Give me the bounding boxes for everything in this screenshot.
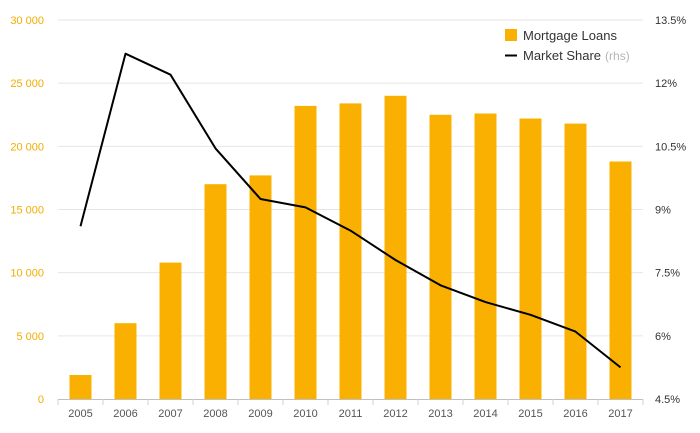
bar-2016: [564, 123, 587, 399]
y-right-tick-label-3: 9%: [655, 205, 671, 217]
x-tick-label-2005: 2005: [68, 408, 92, 420]
legend-label-market-share-name: Market Share: [523, 48, 601, 63]
x-tick-label-2013: 2013: [428, 408, 452, 420]
y-left-tick-label-5: 25 000: [10, 78, 44, 90]
x-tick-label-2008: 2008: [203, 408, 227, 420]
axes: 2005 2006 2007 2008 2009 2010 2011 2012 2013 2014…: [10, 15, 686, 420]
bar-2013: [429, 114, 452, 400]
bar-2015: [519, 118, 542, 399]
x-tick-label-2012: 2012: [383, 408, 407, 420]
bar-2017: [609, 161, 632, 399]
bar-2014: [474, 113, 497, 399]
legend-swatch-mortgage-loans: [505, 29, 517, 41]
y-left-tick-label-2: 10 000: [10, 268, 44, 280]
x-tick-label-2010: 2010: [293, 408, 317, 420]
legend-label-market-share-note: (rhs): [605, 49, 630, 63]
x-tick-label-2011: 2011: [339, 408, 363, 420]
y-left-tick-label-4: 20 000: [10, 141, 44, 153]
bar-2008: [204, 184, 227, 399]
y-right-tick-label-1: 6%: [655, 331, 671, 343]
y-right-tick-label-0: 4.5%: [655, 394, 680, 406]
x-tick-label-2007: 2007: [158, 408, 182, 420]
bar-2009: [249, 175, 272, 399]
bar-2007: [159, 262, 182, 399]
y-left-tick-label-1: 5 000: [16, 331, 44, 343]
market-share-line-group: [79, 52, 622, 369]
y-right-tick-label-4: 10.5%: [655, 141, 686, 153]
x-tick-label-2006: 2006: [113, 408, 137, 420]
mortgage-loans-bars: [69, 95, 632, 400]
legend-label-mortgage-loans: Mortgage Loans: [523, 28, 617, 43]
bar-2006: [114, 323, 137, 399]
x-tick-label-2016: 2016: [563, 408, 587, 420]
bar-2011: [339, 103, 362, 400]
x-tick-label-2009: 2009: [248, 408, 272, 420]
y-right-tick-label-6: 13.5%: [655, 15, 686, 27]
y-left-tick-label-3: 15 000: [10, 205, 44, 217]
bar-2012: [384, 95, 407, 400]
x-tick-label-2014: 2014: [473, 408, 497, 420]
x-tick-label-2015: 2015: [518, 408, 542, 420]
y-right-tick-label-2: 7.5%: [655, 268, 680, 280]
legend-label-market-share: Market Share (rhs): [523, 48, 630, 63]
y-right-tick-label-5: 12%: [655, 78, 677, 90]
bar-2010: [294, 105, 317, 400]
bar-2005: [69, 375, 92, 399]
y-left-tick-label-0: 0: [38, 394, 44, 406]
x-tick-label-2017: 2017: [608, 408, 632, 420]
legend: Mortgage Loans Market Share (rhs): [505, 28, 630, 63]
y-left-tick-label-6: 30 000: [10, 15, 44, 27]
